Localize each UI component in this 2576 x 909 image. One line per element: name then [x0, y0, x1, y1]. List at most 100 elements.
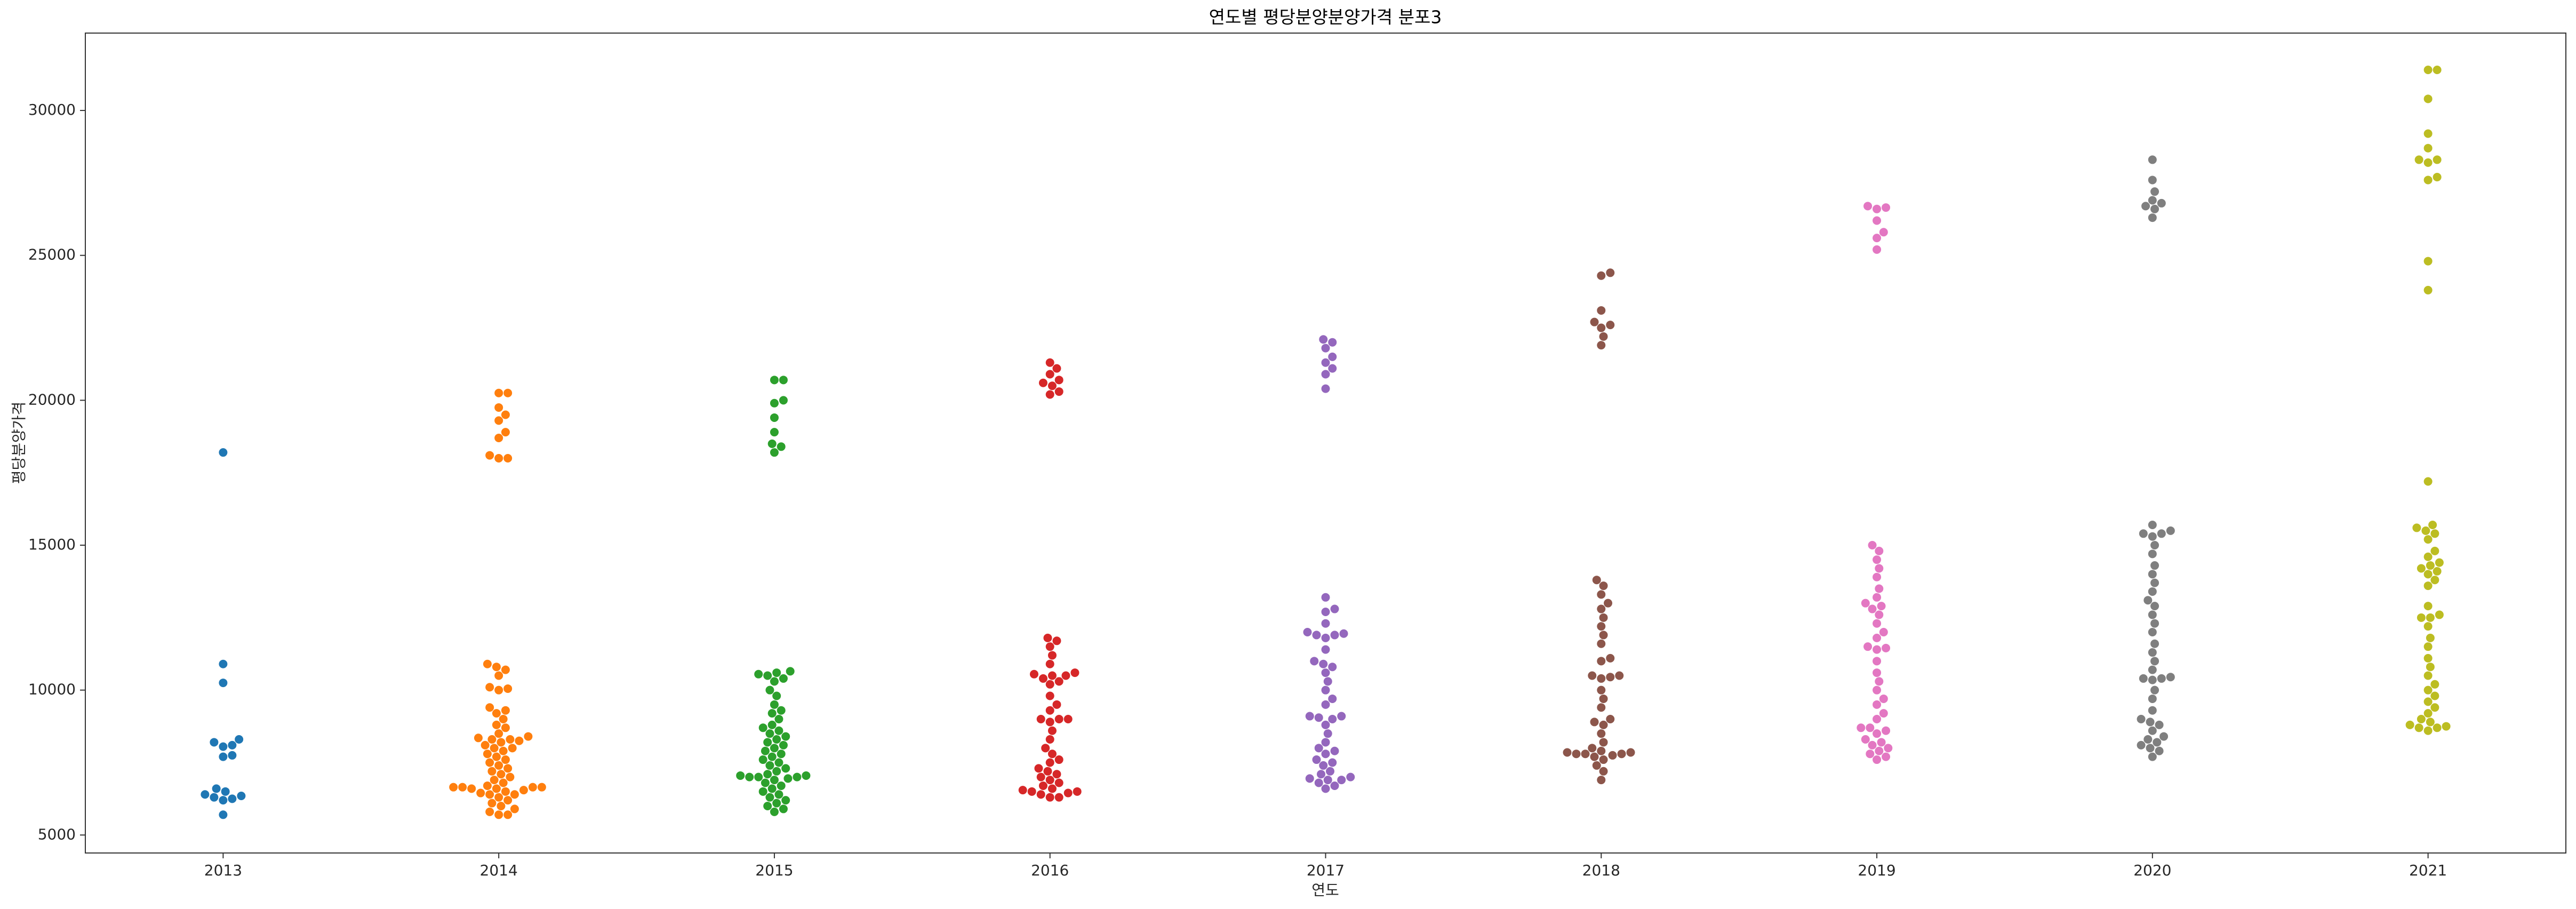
- point: [1596, 703, 1606, 713]
- point: [1598, 720, 1609, 730]
- point: [2138, 529, 2148, 539]
- point: [491, 720, 501, 730]
- point: [2423, 476, 2433, 487]
- point: [1872, 633, 1882, 643]
- point: [2156, 529, 2166, 539]
- point: [467, 784, 477, 794]
- point: [227, 794, 237, 804]
- point: [1330, 746, 1340, 756]
- point: [2147, 569, 2157, 579]
- point: [509, 804, 519, 814]
- point: [1876, 737, 1886, 747]
- point: [2432, 172, 2442, 182]
- point: [1598, 331, 1609, 341]
- point: [1321, 644, 1331, 655]
- point: [1617, 749, 1627, 759]
- point: [2425, 717, 2435, 727]
- point: [2441, 721, 2451, 731]
- point: [1038, 378, 1048, 388]
- point: [2150, 618, 2160, 628]
- point: [209, 792, 219, 802]
- point: [494, 402, 504, 412]
- point: [2416, 612, 2426, 623]
- point: [2416, 563, 2426, 573]
- x-tick-label: 2017: [1307, 862, 1345, 879]
- point: [1872, 555, 1882, 565]
- point: [1867, 740, 1877, 750]
- point: [767, 708, 777, 719]
- point: [2141, 201, 2151, 211]
- y-tick-label: 30000: [28, 101, 76, 118]
- point: [2147, 693, 2157, 704]
- point: [1330, 604, 1340, 614]
- point: [1856, 723, 1866, 733]
- point: [2423, 581, 2433, 591]
- point: [769, 375, 779, 385]
- point: [2159, 731, 2169, 741]
- point: [2150, 578, 2160, 588]
- point: [1881, 725, 1891, 736]
- point: [1865, 723, 1875, 733]
- point: [494, 433, 504, 443]
- x-tick-label: 2014: [480, 862, 518, 879]
- point: [2434, 557, 2444, 568]
- y-tick-label: 10000: [28, 681, 76, 698]
- point: [1061, 671, 1071, 681]
- point: [2165, 525, 2175, 536]
- point: [1034, 763, 1044, 774]
- point: [1562, 747, 1572, 758]
- point: [1596, 589, 1606, 600]
- point: [1872, 644, 1882, 655]
- point: [1052, 636, 1062, 646]
- point: [1045, 792, 1055, 802]
- point: [776, 705, 786, 715]
- x-tick-label: 2018: [1582, 862, 1620, 879]
- point: [2150, 601, 2160, 611]
- point: [2147, 675, 2157, 685]
- point: [485, 450, 495, 460]
- point: [1598, 693, 1609, 704]
- point: [500, 427, 510, 437]
- point: [1054, 387, 1064, 397]
- point: [503, 453, 513, 464]
- point: [2150, 540, 2160, 551]
- point: [1327, 363, 1338, 373]
- point: [503, 810, 513, 820]
- point: [236, 791, 246, 801]
- point: [1305, 774, 1315, 784]
- point: [1589, 717, 1599, 727]
- point: [778, 375, 788, 385]
- point: [2154, 720, 2164, 730]
- point: [2150, 639, 2160, 649]
- point: [2423, 256, 2433, 266]
- point: [480, 740, 490, 750]
- point: [745, 772, 755, 782]
- point: [778, 395, 788, 405]
- point: [2147, 549, 2157, 559]
- point: [2423, 653, 2433, 663]
- point: [758, 723, 768, 733]
- point: [498, 746, 508, 756]
- point: [1063, 788, 1073, 798]
- point: [482, 780, 492, 791]
- point: [2430, 703, 2440, 713]
- point: [473, 733, 483, 743]
- point: [2150, 685, 2160, 695]
- point: [735, 770, 746, 780]
- point: [1596, 340, 1606, 350]
- point: [500, 723, 510, 733]
- point: [1318, 334, 1329, 345]
- point: [1598, 612, 1609, 623]
- point: [1596, 656, 1606, 666]
- point: [1327, 662, 1338, 672]
- point: [1318, 760, 1329, 770]
- point: [218, 448, 228, 458]
- point: [523, 731, 533, 741]
- point: [754, 669, 764, 679]
- point: [1305, 711, 1315, 721]
- point: [2156, 198, 2166, 208]
- point: [1867, 540, 1877, 551]
- point: [1321, 699, 1331, 709]
- point: [2423, 671, 2433, 681]
- point: [1043, 633, 1053, 643]
